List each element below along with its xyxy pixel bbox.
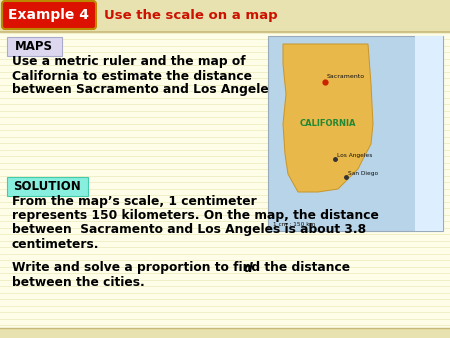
Bar [415, 36, 443, 231]
Text: 1 cm : 150 km: 1 cm : 150 km [273, 222, 315, 227]
Text: d: d [244, 262, 253, 274]
Text: Sacramento: Sacramento [327, 74, 365, 79]
Text: centimeters.: centimeters. [12, 238, 99, 250]
Text: Use a metric ruler and the map of: Use a metric ruler and the map of [12, 55, 246, 69]
FancyBboxPatch shape [2, 1, 96, 29]
Text: Write and solve a proportion to find the distance: Write and solve a proportion to find the… [12, 262, 355, 274]
Bar [0, 328, 450, 338]
Text: Use the scale on a map: Use the scale on a map [104, 9, 278, 22]
Text: San Diego: San Diego [348, 170, 378, 175]
Text: Los Angeles: Los Angeles [337, 152, 373, 158]
Text: SOLUTION: SOLUTION [13, 179, 81, 193]
Text: represents 150 kilometers. On the map, the distance: represents 150 kilometers. On the map, t… [12, 210, 379, 222]
Text: From the map’s scale, 1 centimeter: From the map’s scale, 1 centimeter [12, 195, 257, 209]
FancyBboxPatch shape [6, 176, 87, 195]
Text: Example 4: Example 4 [9, 8, 90, 23]
Text: between the cities.: between the cities. [12, 275, 145, 289]
Bar [268, 36, 443, 231]
Text: between Sacramento and Los Angeles.: between Sacramento and Los Angeles. [12, 83, 281, 97]
FancyBboxPatch shape [6, 37, 62, 55]
Text: California to estimate the distance: California to estimate the distance [12, 70, 252, 82]
Bar [0, 0, 450, 32]
Text: CALIFORNIA: CALIFORNIA [300, 120, 356, 128]
Polygon shape [283, 44, 373, 192]
Text: between  Sacramento and Los Angeles is about 3.8: between Sacramento and Los Angeles is ab… [12, 223, 366, 237]
Text: MAPS: MAPS [15, 40, 53, 52]
